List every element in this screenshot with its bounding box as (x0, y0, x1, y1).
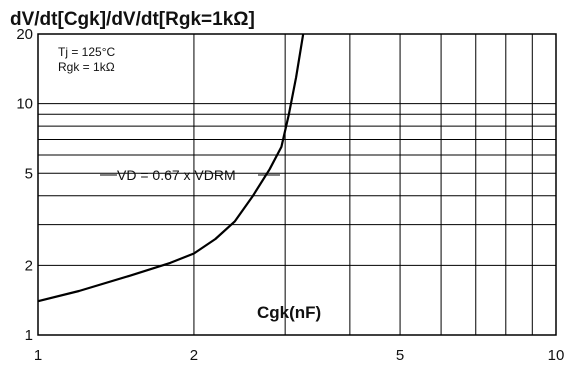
x-tick-label: 5 (396, 347, 404, 364)
plot-frame (37, 33, 557, 336)
grid (38, 34, 556, 335)
condition-resistance: Rgk = 1kΩ (58, 60, 115, 74)
x-tick-label: 1 (34, 347, 42, 364)
condition-temperature: Tj = 125°C (58, 45, 115, 59)
y-tick-label: 10 (16, 96, 33, 113)
y-tick-label: 5 (25, 165, 33, 182)
chart-title: dV/dt[Cgk]/dV/dt[Rgk=1kΩ] (10, 9, 255, 30)
y-tick-label: 1 (25, 327, 33, 344)
annotation-label: VD = 0.67 x VDRM (117, 167, 236, 183)
x-tick-label: 10 (548, 347, 565, 364)
y-tick-label: 20 (16, 26, 33, 43)
x-tick-labels: 1 2 5 10 (34, 347, 565, 364)
y-tick-label: 2 (25, 257, 33, 274)
y-tick-labels: 1 2 5 10 20 (16, 26, 33, 344)
series-line (37, 33, 305, 303)
series-group (37, 33, 305, 303)
x-axis-label: Cgk(nF) (257, 303, 321, 322)
x-tick-label: 2 (190, 347, 198, 364)
